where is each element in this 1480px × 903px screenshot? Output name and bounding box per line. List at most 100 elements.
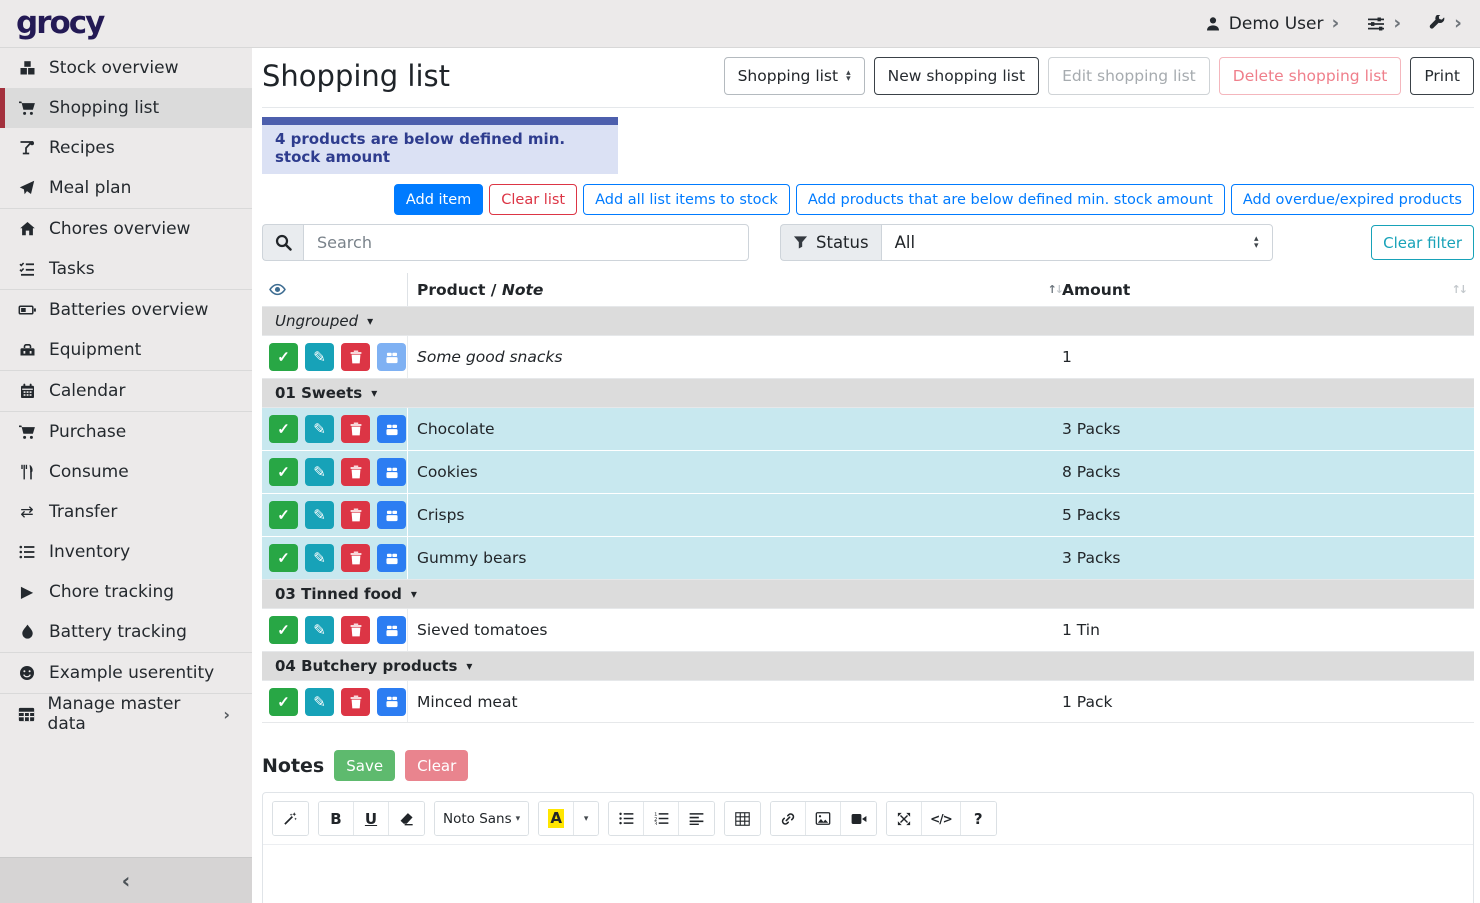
- clear-list-button[interactable]: Clear list: [489, 184, 578, 215]
- edit-item-button[interactable]: ✎: [305, 343, 334, 371]
- below-min-stock-alert[interactable]: 4 products are below defined min. stock …: [262, 117, 618, 174]
- magic-style-button[interactable]: [273, 802, 308, 835]
- clear-filter-button[interactable]: Clear filter: [1371, 225, 1474, 260]
- divider: [0, 370, 252, 371]
- sidebar-item-battery-tracking[interactable]: Battery tracking: [0, 612, 252, 652]
- mark-done-button[interactable]: ✓: [269, 415, 298, 443]
- shopping-list-select[interactable]: Shopping list ▴ ▾: [723, 57, 865, 95]
- list-item-row: ✓ ✎ Some good snacks 1: [262, 335, 1474, 378]
- app-logo[interactable]: grocy: [16, 5, 105, 41]
- add-below-min-button[interactable]: Add products that are below defined min.…: [795, 184, 1225, 215]
- mark-done-button[interactable]: ✓: [269, 544, 298, 572]
- help-button[interactable]: ?: [960, 802, 996, 835]
- sidebar-item-purchase[interactable]: Purchase: [0, 412, 252, 452]
- settings-menu[interactable]: ›: [1367, 14, 1401, 33]
- status-select[interactable]: All ▴ ▾: [880, 224, 1273, 261]
- delete-item-button[interactable]: [341, 415, 370, 443]
- list-item-row: ✓ ✎ Gummy bears 3 Packs: [262, 536, 1474, 579]
- add-to-stock-button[interactable]: [377, 415, 406, 443]
- paragraph-align-button[interactable]: [679, 802, 715, 835]
- group-header-tinned-food[interactable]: 03 Tinned food ▾: [262, 579, 1474, 608]
- page-title: Shopping list: [262, 59, 451, 93]
- list-icon: [16, 545, 38, 559]
- mark-done-button[interactable]: ✓: [269, 501, 298, 529]
- edit-item-button[interactable]: ✎: [305, 415, 334, 443]
- edit-item-button[interactable]: ✎: [305, 458, 334, 486]
- user-menu[interactable]: Demo User ›: [1205, 14, 1339, 34]
- add-overdue-button[interactable]: Add overdue/expired products: [1230, 184, 1474, 215]
- sidebar-item-batteries-overview[interactable]: Batteries overview: [0, 290, 252, 330]
- code-view-button[interactable]: </>: [922, 802, 961, 835]
- notes-clear-button[interactable]: Clear: [405, 750, 469, 781]
- sidebar-item-tasks[interactable]: Tasks: [0, 249, 252, 289]
- search-input[interactable]: [303, 224, 749, 261]
- sidebar-item-calendar[interactable]: Calendar: [0, 371, 252, 411]
- sidebar-item-meal-plan[interactable]: Meal plan: [0, 168, 252, 208]
- edit-item-button[interactable]: ✎: [305, 501, 334, 529]
- edit-item-button[interactable]: ✎: [305, 616, 334, 644]
- product-column-header[interactable]: Product / Note ↑↓: [417, 280, 1064, 299]
- insert-table-button[interactable]: [725, 802, 761, 835]
- group-header-butchery[interactable]: 04 Butchery products ▾: [262, 651, 1474, 680]
- sidebar-item-manage-master-data[interactable]: Manage master data ›: [0, 694, 252, 734]
- text-color-button[interactable]: A: [539, 802, 575, 835]
- sidebar-item-equipment[interactable]: Equipment: [0, 330, 252, 370]
- sidebar-collapse-button[interactable]: ‹: [0, 857, 252, 903]
- add-to-stock-button[interactable]: [377, 343, 406, 371]
- sidebar-item-shopping-list[interactable]: Shopping list: [0, 88, 252, 128]
- delete-item-button[interactable]: [341, 544, 370, 572]
- delete-item-button[interactable]: [341, 458, 370, 486]
- unordered-list-button[interactable]: [609, 802, 645, 835]
- notes-save-button[interactable]: Save: [334, 750, 396, 781]
- print-button[interactable]: Print: [1410, 57, 1474, 95]
- sidebar-item-example-userentity[interactable]: Example userentity: [0, 653, 252, 693]
- item-note: Some good snacks: [417, 348, 563, 366]
- stock-box-icon: [385, 696, 398, 708]
- mark-done-button[interactable]: ✓: [269, 458, 298, 486]
- amount-column-header[interactable]: Amount ↑↓: [1062, 280, 1468, 299]
- font-family-select[interactable]: Noto Sans ▾: [435, 802, 529, 835]
- sidebar-item-inventory[interactable]: Inventory: [0, 532, 252, 572]
- edit-shopping-list-button[interactable]: Edit shopping list: [1048, 57, 1210, 95]
- add-to-stock-button[interactable]: [377, 544, 406, 572]
- insert-video-button[interactable]: [841, 802, 877, 835]
- fullscreen-button[interactable]: [887, 802, 923, 835]
- add-to-stock-button[interactable]: [377, 458, 406, 486]
- new-shopping-list-button[interactable]: New shopping list: [873, 57, 1040, 95]
- admin-menu[interactable]: ›: [1429, 14, 1462, 33]
- add-all-to-stock-button[interactable]: Add all list items to stock: [583, 184, 790, 215]
- sidebar-item-recipes[interactable]: Recipes: [0, 128, 252, 168]
- delete-item-button[interactable]: [341, 501, 370, 529]
- add-item-button[interactable]: Add item: [393, 184, 484, 215]
- mark-done-button[interactable]: ✓: [269, 687, 298, 716]
- delete-item-button[interactable]: [341, 343, 370, 371]
- delete-shopping-list-button[interactable]: Delete shopping list: [1218, 57, 1402, 95]
- sidebar-item-consume[interactable]: Consume: [0, 452, 252, 492]
- underline-button[interactable]: U: [354, 802, 389, 835]
- delete-item-button[interactable]: [341, 616, 370, 644]
- add-to-stock-button[interactable]: [377, 687, 406, 716]
- add-to-stock-button[interactable]: [377, 616, 406, 644]
- insert-link-button[interactable]: [771, 802, 807, 835]
- trash-icon: [350, 508, 361, 522]
- edit-item-button[interactable]: ✎: [305, 687, 334, 716]
- item-product: Cookies: [417, 463, 478, 481]
- sidebar-item-chore-tracking[interactable]: ▶ Chore tracking: [0, 572, 252, 612]
- sidebar-item-chores-overview[interactable]: Chores overview: [0, 209, 252, 249]
- bold-button[interactable]: B: [319, 802, 354, 835]
- ul-list-icon: [619, 812, 634, 825]
- insert-image-button[interactable]: [806, 802, 842, 835]
- edit-item-button[interactable]: ✎: [305, 544, 334, 572]
- sidebar-item-stock-overview[interactable]: Stock overview: [0, 48, 252, 88]
- group-header-ungrouped[interactable]: Ungrouped ▾: [262, 306, 1474, 335]
- text-color-dropdown[interactable]: ▾: [574, 802, 599, 835]
- add-to-stock-button[interactable]: [377, 501, 406, 529]
- mark-done-button[interactable]: ✓: [269, 343, 298, 371]
- sidebar-item-transfer[interactable]: ⇄ Transfer: [0, 492, 252, 532]
- eraser-button[interactable]: [389, 802, 424, 835]
- notes-editor-content[interactable]: [263, 845, 1473, 903]
- delete-item-button[interactable]: [341, 687, 370, 716]
- mark-done-button[interactable]: ✓: [269, 616, 298, 644]
- group-header-sweets[interactable]: 01 Sweets ▾: [262, 378, 1474, 407]
